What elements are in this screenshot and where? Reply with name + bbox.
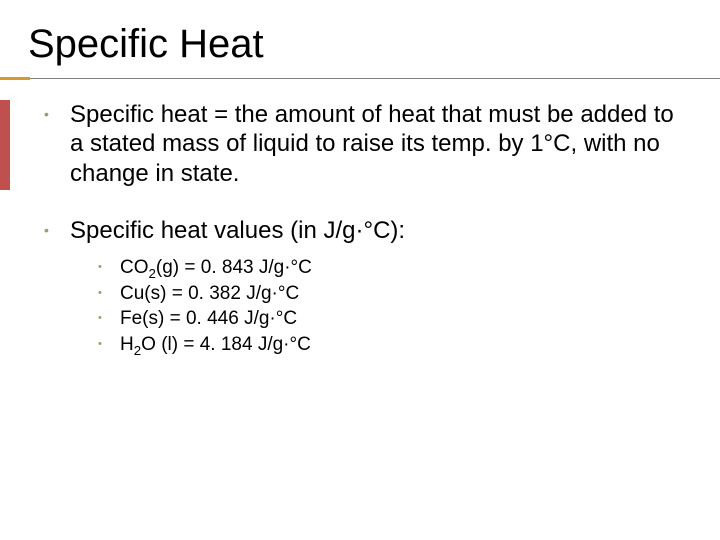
title-underline [0, 78, 720, 79]
sub-bullet-list: CO2(g) = 0. 843 J/g·°C Cu(s) = 0. 382 J/… [70, 255, 684, 358]
sub-bullet-item: CO2(g) = 0. 843 J/g·°C [98, 255, 684, 281]
sub-bullet-item: Fe(s) = 0. 446 J/g·°C [98, 306, 684, 332]
title-underline-accent [0, 77, 30, 80]
sub-bullet-text: H2O (l) = 4. 184 J/g·°C [120, 334, 311, 355]
side-accent-bar [0, 100, 10, 190]
slide-title: Specific Heat [28, 22, 264, 67]
bullet-text: Specific heat = the amount of heat that … [70, 101, 674, 187]
bullet-item: Specific heat values (in J/g·°C): CO2(g)… [44, 216, 684, 358]
sub-bullet-text: Fe(s) = 0. 446 J/g·°C [120, 308, 297, 329]
sub-bullet-text: CO2(g) = 0. 843 J/g·°C [120, 257, 312, 278]
sub-bullet-item: H2O (l) = 4. 184 J/g·°C [98, 332, 684, 358]
slide: Specific Heat Specific heat = the amount… [0, 0, 720, 540]
slide-body: Specific heat = the amount of heat that … [44, 100, 684, 386]
sub-bullet-item: Cu(s) = 0. 382 J/g·°C [98, 281, 684, 307]
sub-bullet-text: Cu(s) = 0. 382 J/g·°C [120, 283, 299, 304]
bullet-text: Specific heat values (in J/g·°C): [70, 217, 405, 244]
bullet-item: Specific heat = the amount of heat that … [44, 100, 684, 188]
bullet-list: Specific heat = the amount of heat that … [44, 100, 684, 358]
